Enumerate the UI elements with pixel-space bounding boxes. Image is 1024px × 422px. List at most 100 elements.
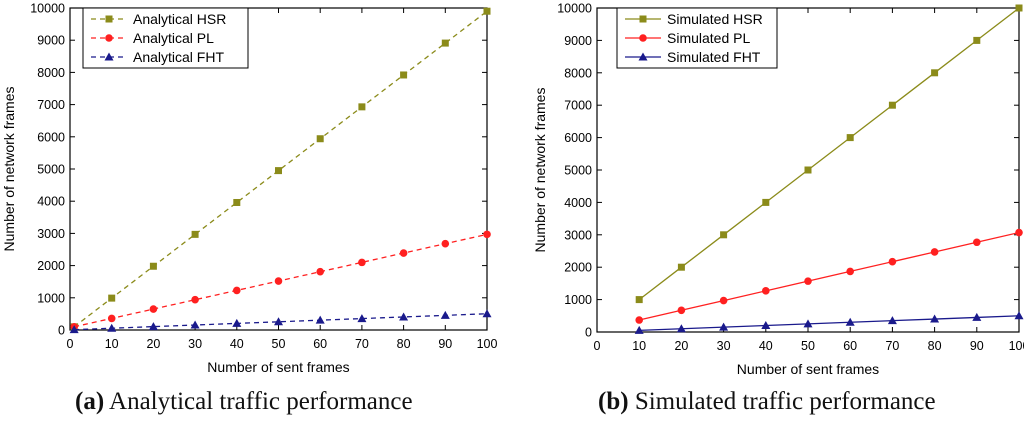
series-square	[635, 4, 1023, 304]
x-tick-label: 70	[885, 339, 899, 353]
x-tick-label: 70	[355, 337, 369, 351]
y-tick-label: 1000	[37, 291, 65, 305]
x-tick-label: 100	[477, 337, 498, 351]
y-tick-label: 0	[585, 326, 592, 340]
data-point	[149, 262, 157, 270]
data-point	[191, 295, 199, 304]
series-triangle	[69, 309, 492, 334]
y-tick-label: 8000	[564, 66, 592, 80]
data-point	[483, 7, 491, 15]
data-point	[483, 230, 491, 239]
legend: Analytical HSR Analytical PL Analytical FH…	[82, 7, 249, 69]
data-point	[846, 267, 854, 276]
x-tick-label: 30	[717, 339, 731, 353]
y-tick-label: 2000	[37, 259, 65, 273]
y-tick-label: 8000	[37, 66, 65, 80]
data-point	[930, 248, 939, 256]
caption-a-text: Analytical traffic performance	[109, 388, 413, 415]
legend-marker	[105, 15, 113, 23]
x-tick-label: 0	[594, 339, 601, 353]
x-tick-label: 50	[801, 339, 815, 353]
x-tick-label: 80	[397, 337, 411, 351]
data-point	[888, 101, 896, 109]
x-tick-label: 50	[272, 337, 286, 351]
data-point	[762, 198, 770, 206]
data-point	[191, 230, 199, 238]
x-tick-label: 90	[438, 337, 452, 351]
legend: Simulated HSR Simulated PL Simulated FHT	[616, 7, 778, 69]
y-tick-label: 4000	[564, 196, 592, 210]
data-point	[972, 312, 982, 321]
data-point	[316, 267, 325, 276]
data-point	[803, 319, 813, 328]
chart-2: 0102030405060708090100010002000300040005…	[532, 2, 1024, 378]
legend-label: Analytical FHT	[133, 49, 224, 65]
caption-a: (a) Analytical traffic performance	[75, 388, 413, 416]
legend-marker	[639, 34, 647, 42]
series-line	[638, 7, 1020, 301]
data-point	[482, 309, 492, 318]
data-point	[107, 314, 116, 323]
data-point	[973, 238, 981, 247]
data-point	[719, 322, 729, 331]
y-tick-label: 0	[58, 324, 65, 338]
y-axis-label: Number of network frames	[1, 87, 17, 252]
y-tick-label: 7000	[564, 99, 592, 113]
x-tick-label: 60	[843, 339, 857, 353]
data-point	[108, 294, 116, 302]
caption-b: (b) Simulated traffic performance	[598, 388, 936, 416]
series-line	[73, 10, 488, 328]
legend-marker	[104, 52, 114, 61]
data-point	[634, 325, 644, 334]
caption-b-text: Simulated traffic performance	[634, 388, 936, 415]
data-point	[931, 69, 939, 77]
caption-b-letter: (b)	[598, 388, 629, 415]
legend-label: Simulated FHT	[667, 49, 761, 65]
x-tick-label: 0	[67, 337, 74, 351]
data-point	[677, 306, 686, 315]
data-point	[399, 312, 409, 321]
y-tick-label: 6000	[37, 130, 65, 144]
series-circle	[70, 230, 491, 331]
x-tick-label: 90	[970, 339, 984, 353]
series-line	[639, 231, 1020, 321]
series-line	[74, 313, 488, 331]
caption-a-letter: (a)	[75, 388, 105, 415]
y-tick-label: 3000	[37, 227, 65, 241]
legend-marker	[639, 15, 647, 23]
legend-label: Simulated HSR	[667, 11, 763, 27]
y-tick-label: 7000	[37, 98, 65, 112]
y-tick-label: 1000	[564, 293, 592, 307]
data-point	[973, 36, 981, 44]
data-point	[1015, 4, 1023, 12]
data-point	[440, 310, 450, 319]
data-point	[358, 103, 366, 111]
legend-marker	[105, 34, 113, 42]
x-tick-label: 100	[1009, 339, 1024, 353]
data-point	[274, 277, 283, 285]
x-tick-label: 10	[105, 337, 119, 351]
data-point	[762, 287, 770, 295]
data-point	[400, 71, 408, 79]
y-tick-label: 6000	[564, 131, 592, 145]
y-tick-label: 5000	[564, 164, 592, 178]
data-point	[804, 277, 812, 285]
data-point	[720, 231, 728, 239]
data-point	[635, 316, 643, 324]
x-axis-label: Number of sent frames	[737, 361, 879, 377]
x-tick-label: 30	[188, 337, 202, 351]
y-tick-label: 4000	[37, 195, 65, 209]
y-tick-label: 10000	[30, 2, 65, 16]
y-axis-label: Number of network frames	[532, 88, 548, 253]
data-point	[846, 134, 854, 142]
data-point	[69, 325, 79, 334]
legend-label: Analytical HSR	[133, 11, 226, 27]
chart-1: 0 10 20 30 40 50 60 70 80 90 100010002000300040005…	[1, 2, 497, 376]
y-tick-label: 3000	[564, 228, 592, 242]
legend-marker	[638, 52, 648, 61]
data-point	[274, 317, 283, 326]
data-point	[190, 320, 200, 329]
data-point	[761, 321, 771, 330]
y-tick-label: 10000	[557, 2, 592, 16]
